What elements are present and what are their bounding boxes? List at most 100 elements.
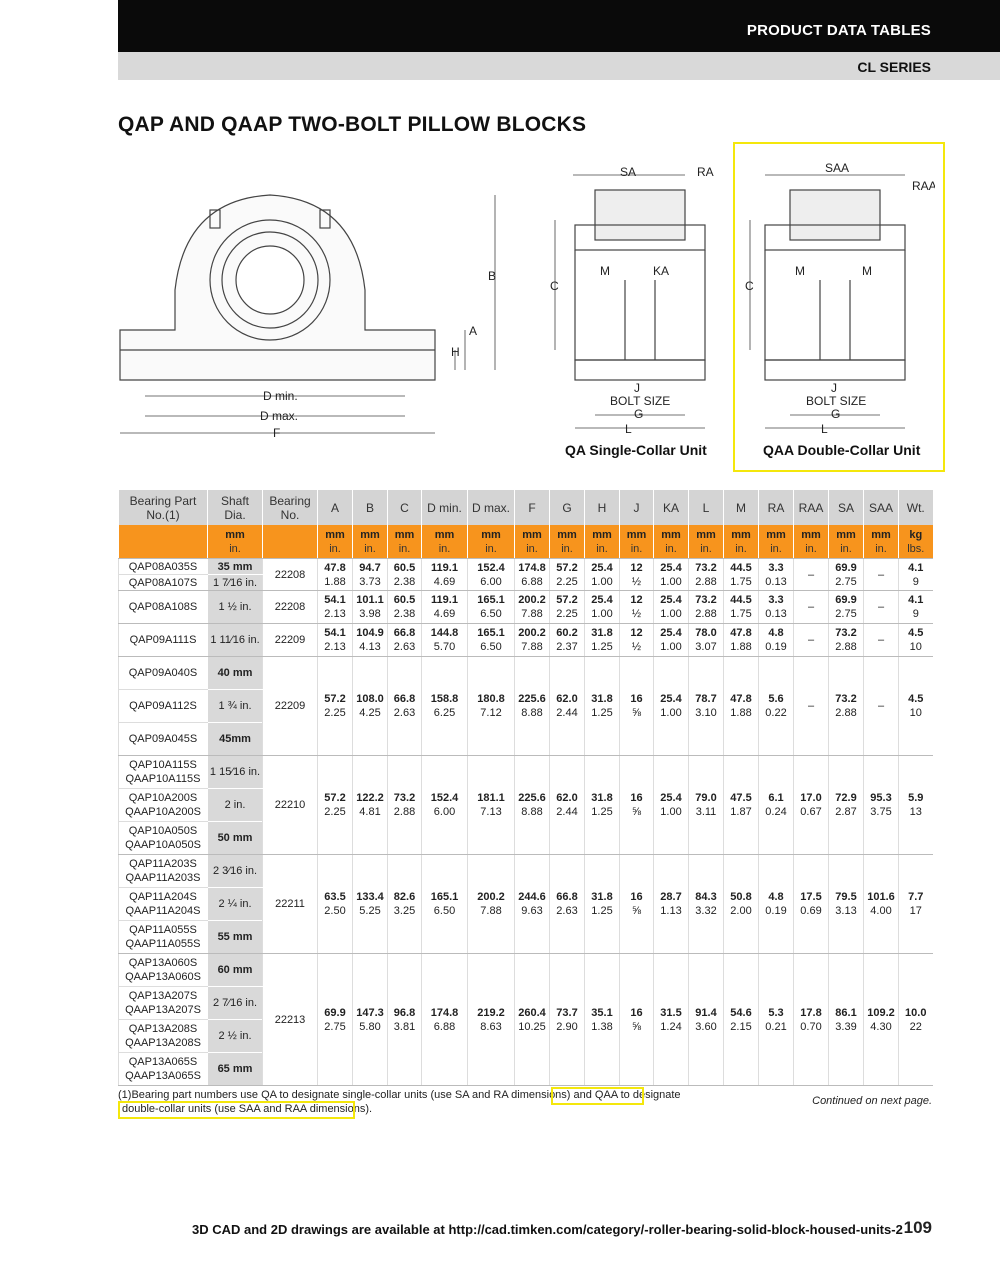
dimension-value: 133.4 5.25 (352, 854, 388, 954)
dimension-value: 47.5 1.87 (723, 755, 759, 855)
column-header: L (688, 490, 724, 525)
dimension-value: 62.0 2.44 (549, 755, 585, 855)
dimension-value: 54.1 2.13 (317, 590, 353, 624)
dimension-value: 78.0 3.07 (688, 623, 724, 657)
dimension-value: – (793, 558, 829, 591)
dimension-value: 72.9 2.87 (828, 755, 864, 855)
dimension-value: 69.9 2.75 (828, 590, 864, 624)
unit-cell (262, 525, 318, 559)
column-header: Shaft Dia. (207, 490, 263, 525)
dimension-value: – (793, 590, 829, 624)
column-header: C (387, 490, 422, 525)
column-header: B (352, 490, 388, 525)
shaft-diameter: 2 ¼ in. (207, 887, 263, 921)
unit-cell: mm in. (352, 525, 388, 559)
unit-cell: mm in. (758, 525, 794, 559)
column-header: RA (758, 490, 794, 525)
table-row: QAP08A108S 1 ½ in. 22208 54.1 2.13 101.1 3.98 6… (118, 590, 933, 624)
dimension-value: 50.8 2.00 (723, 854, 759, 954)
unit-cell: mm in. (549, 525, 585, 559)
shaft-diameter: 45mm (207, 722, 263, 756)
dimension-value: 47.8 1.88 (723, 623, 759, 657)
dimension-value: 28.7 1.13 (653, 854, 689, 954)
dim-g-label: G (634, 407, 643, 421)
table-row: QAP13A060S QAAP13A060S 60 mm 22213 69.9 2.75 1… (118, 953, 933, 1086)
dimension-value: 31.5 1.24 (653, 953, 689, 1086)
single-collar-caption: QA Single-Collar Unit (565, 442, 707, 458)
table-row: QAP09A040S 40 mm 22209 57.2 2.25 108.0 4.25 66.… (118, 656, 933, 756)
part-number: QAP13A065S QAAP13A065S (118, 1052, 208, 1086)
shaft-diameter: 40 mm (207, 656, 263, 690)
bearing-number: 22213 (262, 953, 318, 1086)
dim-sa-label: SA (620, 165, 636, 179)
dimension-value: 122.2 4.81 (352, 755, 388, 855)
dimension-value: 44.5 1.75 (723, 558, 759, 591)
dimension-value: 62.0 2.44 (549, 656, 585, 756)
dimension-value: 91.4 3.60 (688, 953, 724, 1086)
dim-dmax-label: D max. (260, 409, 298, 423)
dim-c-label: C (550, 279, 559, 293)
dimension-value: 79.0 3.11 (688, 755, 724, 855)
column-header: Wt. (898, 490, 933, 525)
dimension-value: 119.1 4.69 (421, 558, 468, 591)
bearing-number: 22209 (262, 656, 318, 756)
bearing-number: 22208 (262, 590, 318, 624)
dimension-value: 104.9 4.13 (352, 623, 388, 657)
dimension-value: 25.4 1.00 (653, 590, 689, 624)
dimension-value: 60.5 2.38 (387, 558, 422, 591)
page-title: QAP AND QAAP TWO-BOLT PILLOW BLOCKS (118, 113, 587, 136)
dimension-value: 152.4 6.00 (421, 755, 468, 855)
double-collar-highlight (733, 142, 945, 472)
table-units-row: mm in. mm in. mm in. mm in. mm in. mm in. mm in. mm in.… (118, 525, 933, 559)
dim-l-label: L (821, 422, 828, 436)
dimension-value: – (863, 656, 899, 756)
footnote: (1)Bearing part numbers use QA to design… (118, 1088, 681, 1116)
column-header: SA (828, 490, 864, 525)
part-number: QAP08A107S (118, 574, 208, 591)
dimension-value: 60.2 2.37 (549, 623, 585, 657)
unit-cell: mm in. (793, 525, 829, 559)
dimension-value: 35.1 1.38 (584, 953, 620, 1086)
dimension-value: 152.4 6.00 (467, 558, 515, 591)
dim-m-right-label: M (862, 264, 872, 278)
dimension-value: 73.2 2.88 (688, 590, 724, 624)
footnote-line-2: double-collar units (use SAA and RAA dim… (122, 1103, 373, 1115)
dimension-value: 200.2 7.88 (467, 854, 515, 954)
part-number: QAP13A060S QAAP13A060S (118, 953, 208, 987)
dimension-value: 16 ⅝ (619, 755, 654, 855)
shaft-diameter: 1 15⁄16 in. (207, 755, 263, 789)
dimension-value: 5.3 0.21 (758, 953, 794, 1086)
dimension-value: 16 ⅝ (619, 656, 654, 756)
dimension-value: 174.8 6.88 (514, 558, 550, 591)
table-row: QAP13A207S QAAP13A207S 2 7⁄16 in. (118, 986, 933, 1020)
dimension-value: 44.5 1.75 (723, 590, 759, 624)
dimension-value: 84.3 3.32 (688, 854, 724, 954)
cad-link-note[interactable]: 3D CAD and 2D drawings are available at … (192, 1222, 903, 1237)
column-header: Bearing No. (262, 490, 318, 525)
dimension-value: 10.0 22 (898, 953, 933, 1086)
dimension-value: 79.5 3.13 (828, 854, 864, 954)
dimension-value: 108.0 4.25 (352, 656, 388, 756)
dimension-value: 73.2 2.88 (688, 558, 724, 591)
dimension-value: 181.1 7.13 (467, 755, 515, 855)
dimension-value: 17.8 0.70 (793, 953, 829, 1086)
dimensions-table: Bearing Part No.(1) Shaft Dia. Bearing No.… (118, 490, 933, 1086)
dimension-value: 54.1 2.13 (317, 623, 353, 657)
dim-m-label: M (600, 264, 610, 278)
column-header: M (723, 490, 759, 525)
dimension-value: 86.1 3.39 (828, 953, 864, 1086)
shaft-diameter: 1 11⁄16 in. (207, 623, 263, 657)
column-header: H (584, 490, 620, 525)
table-row: QAP10A115S QAAP10A115S 1 15⁄16 in. 22210 57.… (118, 755, 933, 855)
dimension-value: 244.6 9.63 (514, 854, 550, 954)
unit-cell: mm in. (653, 525, 689, 559)
unit-cell (118, 525, 208, 559)
dimension-value: – (863, 558, 899, 591)
column-header: KA (653, 490, 689, 525)
unit-cell: mm in. (828, 525, 864, 559)
dimension-value: 63.5 2.50 (317, 854, 353, 954)
dimension-value: 57.2 2.25 (549, 558, 585, 591)
column-header: D min. (421, 490, 468, 525)
dimension-value: 82.6 3.25 (387, 854, 422, 954)
dim-ka-label: KA (653, 264, 669, 278)
